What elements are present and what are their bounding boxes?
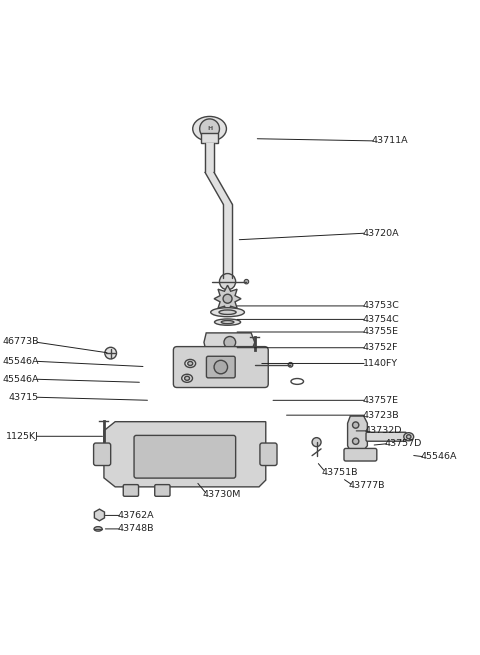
Polygon shape [104,422,266,487]
Text: 43715: 43715 [9,393,39,402]
Text: 46773B: 46773B [2,337,39,346]
Ellipse shape [94,527,102,531]
Circle shape [219,274,236,290]
Ellipse shape [185,376,190,381]
Circle shape [244,280,249,284]
Text: 43762A: 43762A [118,511,154,520]
Text: 43751B: 43751B [321,468,358,477]
FancyBboxPatch shape [366,432,407,441]
Ellipse shape [215,319,240,326]
Text: 1125KJ: 1125KJ [6,432,39,441]
Text: 43754C: 43754C [362,315,399,324]
Text: 43720A: 43720A [362,229,399,238]
FancyBboxPatch shape [344,449,377,461]
Ellipse shape [185,360,196,367]
Text: 1140FY: 1140FY [362,359,397,368]
FancyBboxPatch shape [123,485,139,496]
Text: 43755E: 43755E [362,328,398,337]
Text: 43757E: 43757E [362,396,398,405]
FancyBboxPatch shape [173,346,268,388]
Text: 43711A: 43711A [372,136,408,145]
Ellipse shape [211,308,244,317]
Text: 43748B: 43748B [118,525,154,533]
Circle shape [200,119,219,139]
FancyBboxPatch shape [155,485,170,496]
Ellipse shape [192,117,227,141]
FancyBboxPatch shape [206,356,235,378]
Text: 45546A: 45546A [421,453,457,462]
FancyBboxPatch shape [94,443,111,466]
Text: H: H [207,126,212,131]
Polygon shape [214,285,241,312]
Circle shape [214,360,228,374]
FancyBboxPatch shape [202,134,217,143]
Ellipse shape [221,320,234,324]
Ellipse shape [182,374,192,383]
FancyBboxPatch shape [134,436,236,478]
Polygon shape [204,333,255,352]
Text: 43752F: 43752F [362,343,398,352]
Text: 43777B: 43777B [349,481,385,490]
Polygon shape [95,509,105,521]
Ellipse shape [407,435,411,439]
Text: 43757D: 43757D [385,439,422,448]
Text: 45546A: 45546A [2,357,39,365]
Text: 45546A: 45546A [2,375,39,384]
Text: 43753C: 43753C [362,301,399,310]
Text: 43723B: 43723B [362,411,399,420]
Circle shape [223,294,232,303]
Circle shape [288,363,293,367]
Circle shape [105,347,117,359]
Circle shape [312,438,321,447]
Ellipse shape [188,362,192,365]
Ellipse shape [404,433,414,441]
Circle shape [352,438,359,444]
Polygon shape [348,416,367,451]
Circle shape [224,337,236,348]
Text: 43730M: 43730M [203,490,241,499]
Circle shape [352,422,359,428]
Text: 43732D: 43732D [365,426,402,436]
FancyBboxPatch shape [260,443,277,466]
Ellipse shape [219,310,236,314]
